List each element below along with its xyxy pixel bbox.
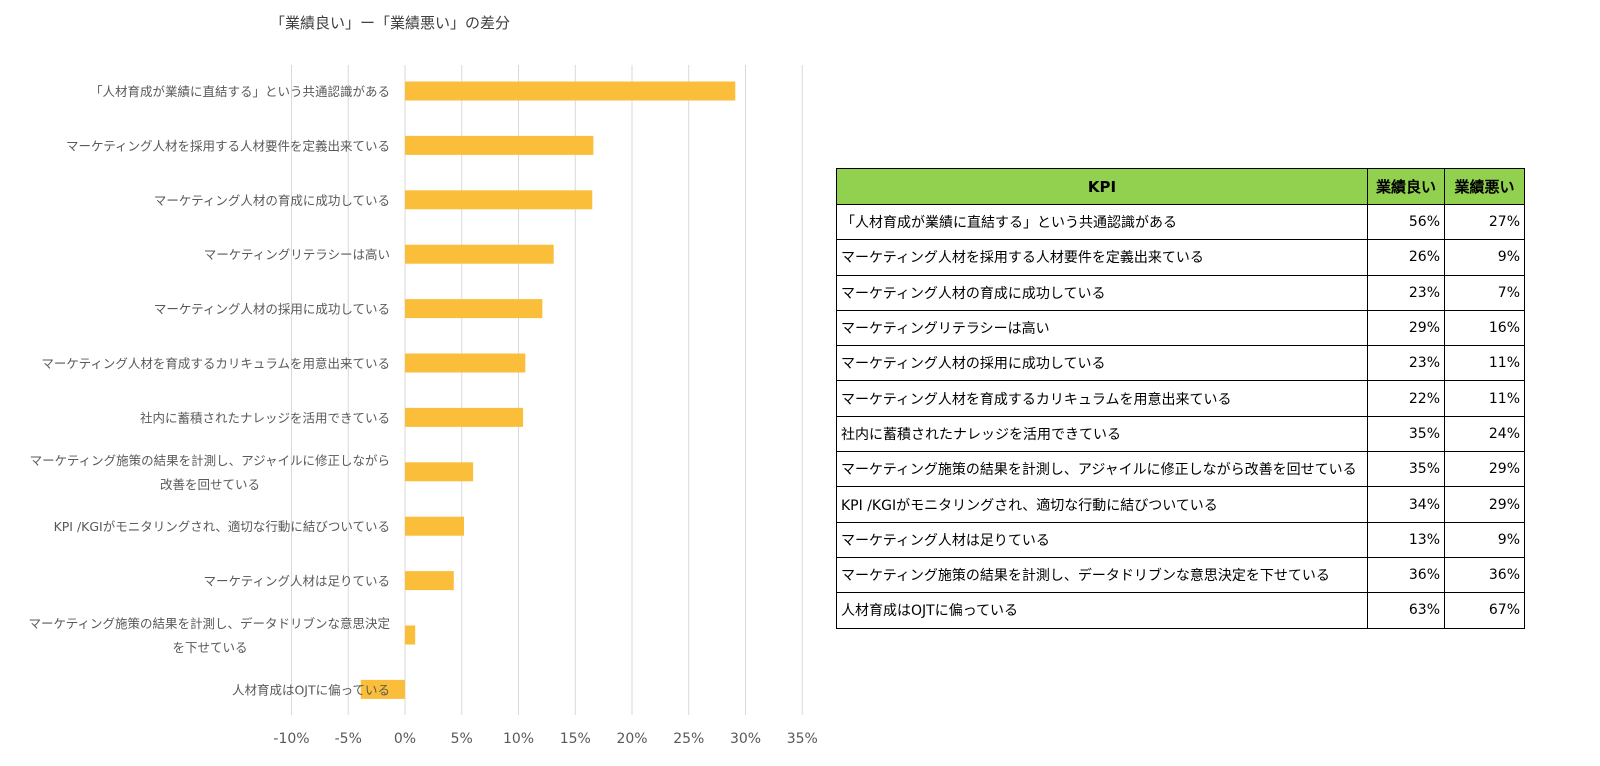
category-label: マーケティング施策の結果を計測し、データドリブンな意思決定	[28, 616, 390, 631]
x-tick-label: 35%	[787, 731, 818, 747]
table-row: マーケティング人材の育成に成功している 23% 7%	[836, 274, 1525, 311]
x-tick-label: 30%	[730, 731, 761, 747]
kpi-cell: マーケティング施策の結果を計測し、アジャイルに修正しながら改善を回せている	[836, 451, 1368, 488]
bad-cell: 11%	[1444, 380, 1525, 417]
bad-cell: 11%	[1444, 345, 1525, 382]
category-label: マーケティング人材を育成するカリキュラムを用意出来ている	[41, 356, 390, 371]
good-cell: 29%	[1367, 309, 1445, 347]
table-row: マーケティング人材は足りている 13% 9%	[836, 521, 1525, 558]
bar	[405, 353, 526, 373]
kpi-table: KPI 業績良い 業績悪い 「人材育成が業績に直結する」という共通認識がある 56…	[836, 168, 1525, 629]
category-label: マーケティング人材は足りている	[203, 574, 390, 589]
category-label: マーケティングリテラシーは高い	[204, 247, 390, 262]
table-row: マーケティング施策の結果を計測し、アジャイルに修正しながら改善を回せている 35%…	[836, 451, 1525, 488]
bad-cell: 7%	[1444, 274, 1525, 311]
table-row: マーケティング施策の結果を計測し、データドリブンな意思決定を下せている 36% 36…	[836, 556, 1525, 594]
bar	[405, 81, 736, 101]
category-label: マーケティング人材の採用に成功している	[154, 302, 390, 317]
header-kpi: KPI	[836, 168, 1368, 205]
good-cell: 56%	[1367, 203, 1445, 241]
good-cell: 23%	[1367, 345, 1445, 382]
bar	[405, 190, 593, 210]
table-row: 「人材育成が業績に直結する」という共通認識がある 56% 27%	[836, 203, 1525, 241]
x-tick-label: -5%	[335, 731, 362, 747]
kpi-cell: マーケティング人材は足りている	[836, 521, 1368, 558]
kpi-cell: マーケティング人材の採用に成功している	[836, 345, 1368, 382]
good-cell: 34%	[1367, 486, 1445, 523]
category-label: マーケティング施策の結果を計測し、アジャイルに修正しながら	[30, 453, 390, 468]
good-cell: 23%	[1367, 274, 1445, 311]
bar	[360, 679, 405, 699]
bar	[405, 571, 454, 591]
table-row: マーケティング人材の採用に成功している 23% 11%	[836, 345, 1525, 382]
table-row: マーケティングリテラシーは高い 29% 16%	[836, 309, 1525, 347]
bad-cell: 29%	[1444, 451, 1525, 488]
bad-cell: 9%	[1444, 239, 1525, 276]
kpi-cell: マーケティング人材を育成するカリキュラムを用意出来ている	[836, 380, 1368, 417]
kpi-cell: マーケティング人材の育成に成功している	[836, 274, 1368, 311]
bar	[405, 462, 474, 482]
bad-cell: 67%	[1444, 592, 1525, 629]
kpi-cell: マーケティング施策の結果を計測し、データドリブンな意思決定を下せている	[836, 556, 1368, 594]
good-cell: 35%	[1367, 415, 1445, 453]
x-tick-label: 25%	[673, 731, 704, 747]
x-tick-label: 5%	[451, 731, 473, 747]
table-row: KPI /KGIがモニタリングされ、適切な行動に結びついている 34% 29%	[836, 486, 1525, 523]
bad-cell: 9%	[1444, 521, 1525, 558]
bar	[405, 299, 543, 319]
bar-chart: -10% -5% 0% 5% 10% 15% 20% 25% 30% 35% 「人材育成が業績に直結…	[28, 65, 818, 747]
table-row: マーケティング人材を採用する人材要件を定義出来ている 26% 9%	[836, 239, 1525, 276]
table-row: 社内に蓄積されたナレッジを活用できている 35% 24%	[836, 415, 1525, 453]
category-label: を下せている	[172, 640, 247, 655]
good-cell: 26%	[1367, 239, 1445, 276]
category-label: マーケティング人材の育成に成功している	[154, 193, 390, 208]
kpi-cell: マーケティング人材を採用する人材要件を定義出来ている	[836, 239, 1368, 276]
bad-cell: 29%	[1444, 486, 1525, 523]
bar	[405, 244, 554, 264]
kpi-cell: 「人材育成が業績に直結する」という共通認識がある	[836, 203, 1368, 241]
header-bad: 業績悪い	[1444, 168, 1525, 205]
good-cell: 13%	[1367, 521, 1445, 558]
category-label: マーケティング人材を採用する人材要件を定義出来ている	[66, 138, 390, 153]
chart-title: 「業績良い」ー「業績悪い」の差分	[270, 14, 511, 32]
bad-cell: 24%	[1444, 415, 1525, 453]
header-good: 業績良い	[1367, 168, 1445, 205]
bar	[405, 407, 524, 427]
category-label: 改善を回せている	[160, 477, 260, 492]
category-label: 社内に蓄積されたナレッジを活用できている	[140, 410, 390, 425]
good-cell: 22%	[1367, 380, 1445, 417]
bar	[405, 135, 594, 155]
kpi-cell: 社内に蓄積されたナレッジを活用できている	[836, 415, 1368, 453]
good-cell: 36%	[1367, 556, 1445, 594]
bad-cell: 36%	[1444, 556, 1525, 594]
kpi-cell: KPI /KGIがモニタリングされ、適切な行動に結びついている	[836, 486, 1368, 523]
table-row: マーケティング人材を育成するカリキュラムを用意出来ている 22% 11%	[836, 380, 1525, 417]
table-header-row: KPI 業績良い 業績悪い	[836, 168, 1525, 205]
category-label: 「人材育成が業績に直結する」という共通認識がある	[90, 84, 390, 99]
x-tick-label: 20%	[616, 731, 647, 747]
x-tick-label: 15%	[560, 731, 591, 747]
bar	[405, 625, 416, 645]
bad-cell: 27%	[1444, 203, 1525, 241]
bar	[405, 516, 465, 536]
category-label: KPI /KGIがモニタリングされ、適切な行動に結びついている	[54, 519, 390, 534]
kpi-cell: 人材育成はOJTに偏っている	[836, 592, 1368, 629]
x-tick-label: 10%	[503, 731, 534, 747]
x-tick-label: -10%	[273, 731, 309, 747]
table-row: 人材育成はOJTに偏っている 63% 67%	[836, 592, 1525, 629]
category-label: 人材育成はOJTに偏っている	[232, 682, 390, 697]
x-tick-label: 0%	[394, 731, 416, 747]
good-cell: 35%	[1367, 451, 1445, 488]
good-cell: 63%	[1367, 592, 1445, 629]
kpi-cell: マーケティングリテラシーは高い	[836, 309, 1368, 347]
bad-cell: 16%	[1444, 309, 1525, 347]
